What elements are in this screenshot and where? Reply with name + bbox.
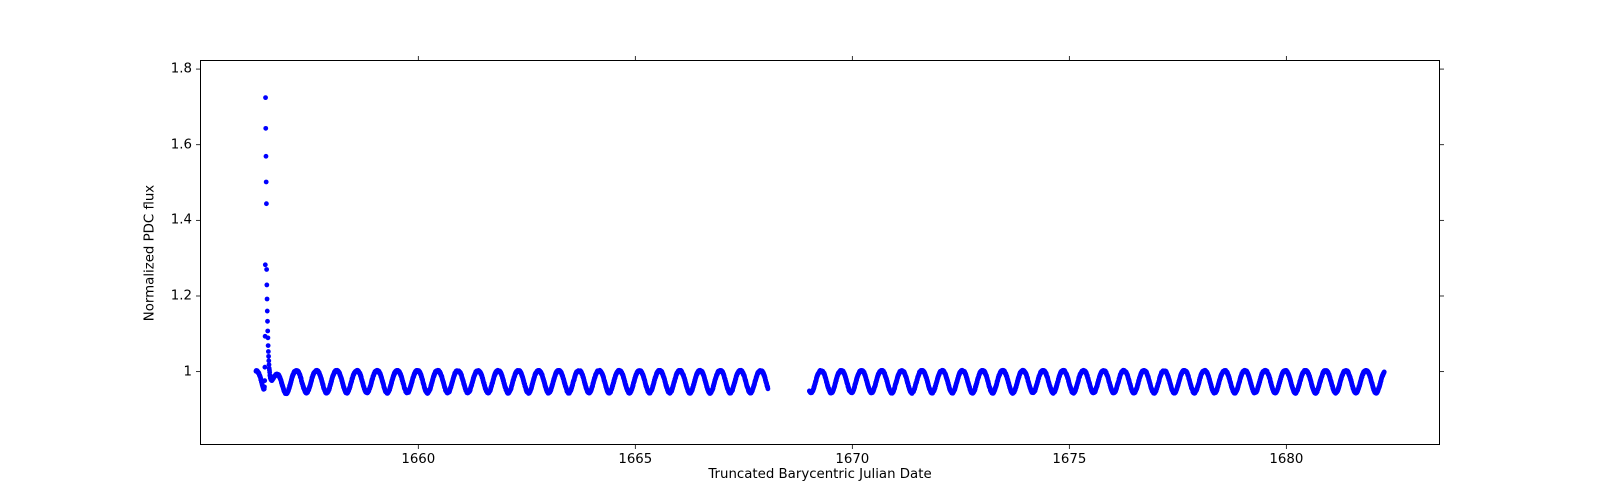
y-axis-label: Normalized PDC flux bbox=[143, 184, 158, 320]
x-tick-label: 1665 bbox=[618, 452, 652, 467]
x-tick-label: 1680 bbox=[1269, 452, 1303, 467]
x-axis-label: Truncated Barycentric Julian Date bbox=[708, 467, 931, 482]
x-tick-label: 1670 bbox=[835, 452, 869, 467]
axes-border bbox=[200, 60, 1440, 445]
y-tick-label: 1.4 bbox=[171, 213, 192, 228]
y-tick-label: 1 bbox=[184, 364, 192, 379]
y-tick-label: 1.8 bbox=[171, 62, 192, 77]
y-tick-label: 1.2 bbox=[171, 288, 192, 303]
y-tick-label: 1.6 bbox=[171, 137, 192, 152]
x-tick-label: 1660 bbox=[401, 452, 435, 467]
figure-container: Truncated Barycentric Julian Date Normal… bbox=[0, 0, 1600, 500]
x-tick-label: 1675 bbox=[1052, 452, 1086, 467]
